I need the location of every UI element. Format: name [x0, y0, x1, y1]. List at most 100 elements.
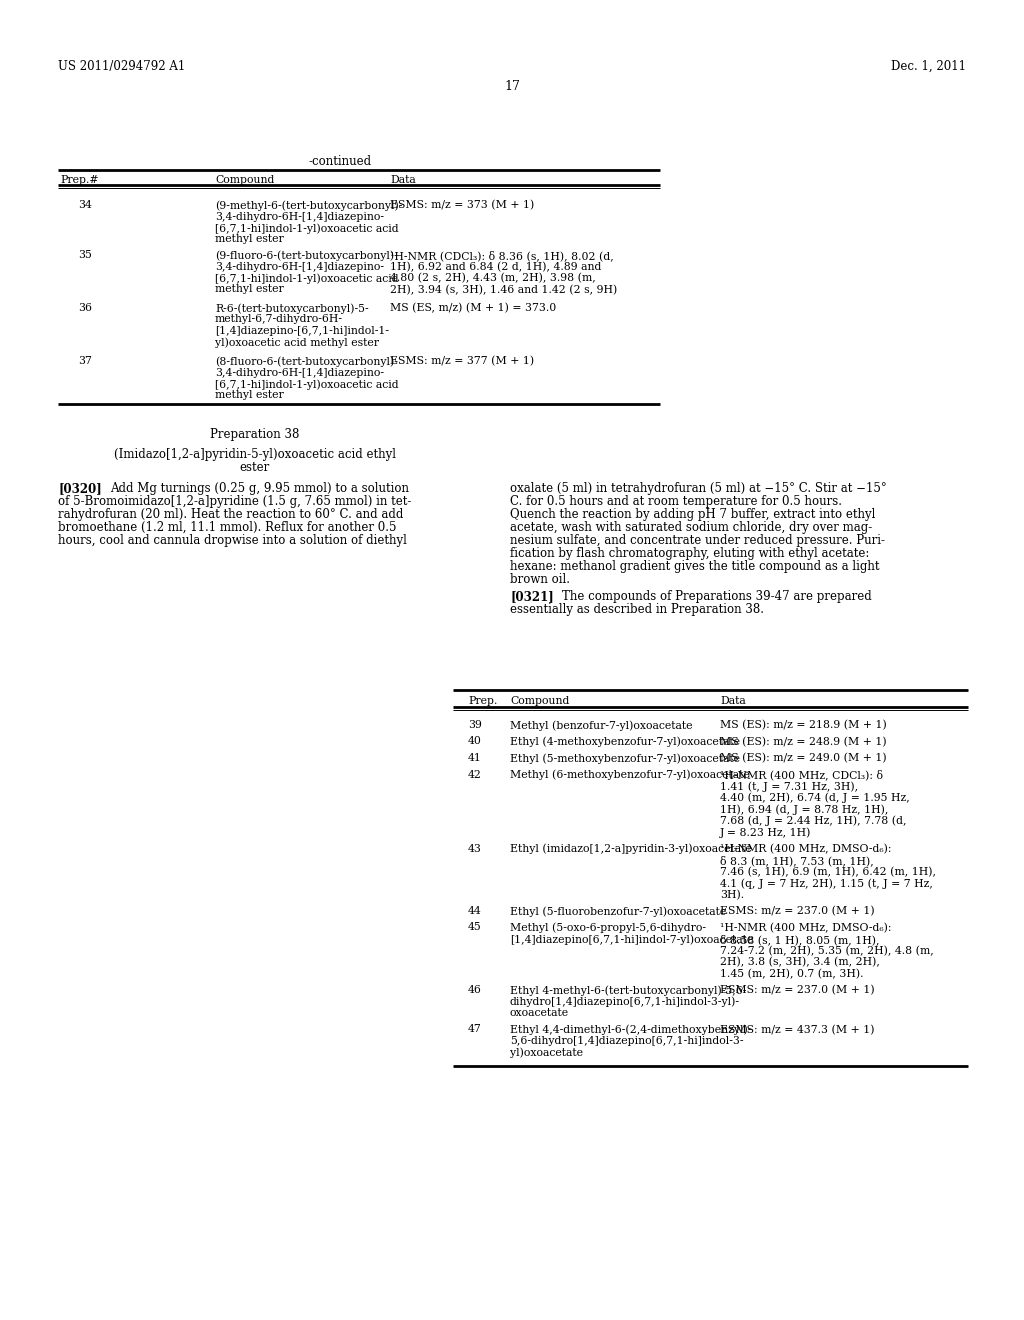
Text: methyl-6,7-dihydro-6H-: methyl-6,7-dihydro-6H- [215, 314, 343, 325]
Text: 7.68 (d, J = 2.44 Hz, 1H), 7.78 (d,: 7.68 (d, J = 2.44 Hz, 1H), 7.78 (d, [720, 816, 906, 826]
Text: (8-fluoro-6-(tert-butoxycarbonyl)-: (8-fluoro-6-(tert-butoxycarbonyl)- [215, 356, 398, 367]
Text: 35: 35 [78, 249, 92, 260]
Text: 37: 37 [78, 356, 92, 366]
Text: Ethyl (5-fluorobenzofur-7-yl)oxoacetate: Ethyl (5-fluorobenzofur-7-yl)oxoacetate [510, 906, 726, 916]
Text: 3,4-dihydro-6H-[1,4]diazepino-: 3,4-dihydro-6H-[1,4]diazepino- [215, 261, 384, 272]
Text: 1.45 (m, 2H), 0.7 (m, 3H).: 1.45 (m, 2H), 0.7 (m, 3H). [720, 969, 863, 979]
Text: ¹H-NMR (400 MHz, DMSO-d₆):: ¹H-NMR (400 MHz, DMSO-d₆): [720, 923, 892, 933]
Text: US 2011/0294792 A1: US 2011/0294792 A1 [58, 59, 185, 73]
Text: 4.80 (2 s, 2H), 4.43 (m, 2H), 3.98 (m,: 4.80 (2 s, 2H), 4.43 (m, 2H), 3.98 (m, [390, 273, 596, 284]
Text: Data: Data [390, 176, 416, 185]
Text: [1,4]diazepino-[6,7,1-hi]indol-1-: [1,4]diazepino-[6,7,1-hi]indol-1- [215, 326, 389, 337]
Text: 4.40 (m, 2H), 6.74 (d, J = 1.95 Hz,: 4.40 (m, 2H), 6.74 (d, J = 1.95 Hz, [720, 792, 909, 803]
Text: ¹H-NMR (400 MHz, CDCl₃): δ: ¹H-NMR (400 MHz, CDCl₃): δ [720, 770, 883, 780]
Text: hours, cool and cannula dropwise into a solution of diethyl: hours, cool and cannula dropwise into a … [58, 535, 407, 546]
Text: C. for 0.5 hours and at room temperature for 0.5 hours.: C. for 0.5 hours and at room temperature… [510, 495, 842, 508]
Text: 1H), 6.94 (d, J = 8.78 Hz, 1H),: 1H), 6.94 (d, J = 8.78 Hz, 1H), [720, 804, 889, 814]
Text: [0321]: [0321] [510, 590, 554, 603]
Text: of 5-Bromoimidazo[1,2-a]pyridine (1.5 g, 7.65 mmol) in tet-: of 5-Bromoimidazo[1,2-a]pyridine (1.5 g,… [58, 495, 412, 508]
Text: 3H).: 3H). [720, 890, 744, 900]
Text: δ 8.3 (m, 1H), 7.53 (m, 1H),: δ 8.3 (m, 1H), 7.53 (m, 1H), [720, 855, 873, 866]
Text: R-6-(tert-butoxycarbonyl)-5-: R-6-(tert-butoxycarbonyl)-5- [215, 304, 369, 314]
Text: Methyl (6-methoxybenzofur-7-yl)oxoacetate: Methyl (6-methoxybenzofur-7-yl)oxoacetat… [510, 770, 750, 780]
Text: [6,7,1-hi]indol-1-yl)oxoacetic acid: [6,7,1-hi]indol-1-yl)oxoacetic acid [215, 223, 398, 234]
Text: nesium sulfate, and concentrate under reduced pressure. Puri-: nesium sulfate, and concentrate under re… [510, 535, 885, 546]
Text: ¹H-NMR (400 MHz, DMSO-d₆):: ¹H-NMR (400 MHz, DMSO-d₆): [720, 843, 892, 854]
Text: methyl ester: methyl ester [215, 235, 284, 244]
Text: MS (ES): m/z = 248.9 (M + 1): MS (ES): m/z = 248.9 (M + 1) [720, 737, 887, 747]
Text: Data: Data [720, 696, 745, 706]
Text: [1,4]diazepino[6,7,1-hi]indol-7-yl)oxoacetate: [1,4]diazepino[6,7,1-hi]indol-7-yl)oxoac… [510, 935, 754, 945]
Text: (9-methyl-6-(tert-butoxycarbonyl)-: (9-methyl-6-(tert-butoxycarbonyl)- [215, 201, 402, 211]
Text: 47: 47 [468, 1024, 481, 1035]
Text: brown oil.: brown oil. [510, 573, 570, 586]
Text: acetate, wash with saturated sodium chloride, dry over mag-: acetate, wash with saturated sodium chlo… [510, 521, 872, 535]
Text: 34: 34 [78, 201, 92, 210]
Text: Prep.: Prep. [468, 696, 498, 706]
Text: δ 8.58 (s, 1 H), 8.05 (m, 1H),: δ 8.58 (s, 1 H), 8.05 (m, 1H), [720, 935, 880, 945]
Text: 1.41 (t, J = 7.31 Hz, 3H),: 1.41 (t, J = 7.31 Hz, 3H), [720, 781, 858, 792]
Text: yl)oxoacetic acid methyl ester: yl)oxoacetic acid methyl ester [215, 338, 379, 348]
Text: Methyl (benzofur-7-yl)oxoacetate: Methyl (benzofur-7-yl)oxoacetate [510, 719, 692, 730]
Text: Compound: Compound [215, 176, 274, 185]
Text: Ethyl (4-methoxybenzofur-7-yl)oxoacetate: Ethyl (4-methoxybenzofur-7-yl)oxoacetate [510, 737, 740, 747]
Text: 46: 46 [468, 985, 482, 995]
Text: ESMS: m/z = 237.0 (M + 1): ESMS: m/z = 237.0 (M + 1) [720, 906, 874, 916]
Text: 2H), 3.94 (s, 3H), 1.46 and 1.42 (2 s, 9H): 2H), 3.94 (s, 3H), 1.46 and 1.42 (2 s, 9… [390, 285, 617, 294]
Text: yl)oxoacetate: yl)oxoacetate [510, 1048, 583, 1059]
Text: Quench the reaction by adding pH 7 buffer, extract into ethyl: Quench the reaction by adding pH 7 buffe… [510, 508, 876, 521]
Text: ESMS: m/z = 237.0 (M + 1): ESMS: m/z = 237.0 (M + 1) [720, 985, 874, 995]
Text: 7.46 (s, 1H), 6.9 (m, 1H), 6.42 (m, 1H),: 7.46 (s, 1H), 6.9 (m, 1H), 6.42 (m, 1H), [720, 866, 936, 876]
Text: essentially as described in Preparation 38.: essentially as described in Preparation … [510, 603, 764, 616]
Text: 45: 45 [468, 923, 481, 932]
Text: Ethyl (5-methoxybenzofur-7-yl)oxoacetate: Ethyl (5-methoxybenzofur-7-yl)oxoacetate [510, 752, 740, 763]
Text: (9-fluoro-6-(tert-butoxycarbonyl)-: (9-fluoro-6-(tert-butoxycarbonyl)- [215, 249, 397, 260]
Text: Ethyl 4-methyl-6-(tert-butoxycarbonyl)-5,6-: Ethyl 4-methyl-6-(tert-butoxycarbonyl)-5… [510, 985, 746, 995]
Text: [6,7,1-hi]indol-1-yl)oxoacetic acid: [6,7,1-hi]indol-1-yl)oxoacetic acid [215, 379, 398, 389]
Text: (Imidazo[1,2-a]pyridin-5-yl)oxoacetic acid ethyl: (Imidazo[1,2-a]pyridin-5-yl)oxoacetic ac… [114, 447, 396, 461]
Text: [0320]: [0320] [58, 482, 101, 495]
Text: methyl ester: methyl ester [215, 391, 284, 400]
Text: 3,4-dihydro-6H-[1,4]diazepino-: 3,4-dihydro-6H-[1,4]diazepino- [215, 367, 384, 378]
Text: ester: ester [240, 461, 270, 474]
Text: bromoethane (1.2 ml, 11.1 mmol). Reflux for another 0.5: bromoethane (1.2 ml, 11.1 mmol). Reflux … [58, 521, 396, 535]
Text: ESMS: m/z = 373 (M + 1): ESMS: m/z = 373 (M + 1) [390, 201, 535, 210]
Text: 44: 44 [468, 906, 481, 916]
Text: Prep.#: Prep.# [60, 176, 98, 185]
Text: 39: 39 [468, 719, 482, 730]
Text: Methyl (5-oxo-6-propyl-5,6-dihydro-: Methyl (5-oxo-6-propyl-5,6-dihydro- [510, 923, 706, 933]
Text: 7.24-7.2 (m, 2H), 5.35 (m, 2H), 4.8 (m,: 7.24-7.2 (m, 2H), 5.35 (m, 2H), 4.8 (m, [720, 945, 934, 956]
Text: ESMS: m/z = 437.3 (M + 1): ESMS: m/z = 437.3 (M + 1) [720, 1024, 874, 1035]
Text: oxoacetate: oxoacetate [510, 1008, 569, 1018]
Text: 43: 43 [468, 843, 482, 854]
Text: Add Mg turnings (0.25 g, 9.95 mmol) to a solution: Add Mg turnings (0.25 g, 9.95 mmol) to a… [110, 482, 409, 495]
Text: The compounds of Preparations 39-47 are prepared: The compounds of Preparations 39-47 are … [562, 590, 871, 603]
Text: 40: 40 [468, 737, 482, 747]
Text: [6,7,1-hi]indol-1-yl)oxoacetic acid: [6,7,1-hi]indol-1-yl)oxoacetic acid [215, 273, 398, 284]
Text: ¹H-NMR (CDCl₃): δ 8.36 (s, 1H), 8.02 (d,: ¹H-NMR (CDCl₃): δ 8.36 (s, 1H), 8.02 (d, [390, 249, 613, 261]
Text: 5,6-dihydro[1,4]diazepino[6,7,1-hi]indol-3-: 5,6-dihydro[1,4]diazepino[6,7,1-hi]indol… [510, 1036, 743, 1045]
Text: 41: 41 [468, 752, 482, 763]
Text: 2H), 3.8 (s, 3H), 3.4 (m, 2H),: 2H), 3.8 (s, 3H), 3.4 (m, 2H), [720, 957, 880, 968]
Text: methyl ester: methyl ester [215, 285, 284, 294]
Text: -continued: -continued [308, 154, 372, 168]
Text: rahydrofuran (20 ml). Heat the reaction to 60° C. and add: rahydrofuran (20 ml). Heat the reaction … [58, 508, 403, 521]
Text: J = 8.23 Hz, 1H): J = 8.23 Hz, 1H) [720, 828, 811, 838]
Text: Compound: Compound [510, 696, 569, 706]
Text: Ethyl (imidazo[1,2-a]pyridin-3-yl)oxoacetate: Ethyl (imidazo[1,2-a]pyridin-3-yl)oxoace… [510, 843, 752, 854]
Text: fication by flash chromatography, eluting with ethyl acetate:: fication by flash chromatography, elutin… [510, 546, 869, 560]
Text: dihydro[1,4]diazepino[6,7,1-hi]indol-3-yl)-: dihydro[1,4]diazepino[6,7,1-hi]indol-3-y… [510, 997, 740, 1007]
Text: 3,4-dihydro-6H-[1,4]diazepino-: 3,4-dihydro-6H-[1,4]diazepino- [215, 211, 384, 222]
Text: 17: 17 [504, 81, 520, 92]
Text: ESMS: m/z = 377 (M + 1): ESMS: m/z = 377 (M + 1) [390, 356, 535, 367]
Text: MS (ES): m/z = 218.9 (M + 1): MS (ES): m/z = 218.9 (M + 1) [720, 719, 887, 730]
Text: 42: 42 [468, 770, 482, 780]
Text: hexane: methanol gradient gives the title compound as a light: hexane: methanol gradient gives the titl… [510, 560, 880, 573]
Text: Preparation 38: Preparation 38 [210, 428, 300, 441]
Text: Dec. 1, 2011: Dec. 1, 2011 [891, 59, 966, 73]
Text: 1H), 6.92 and 6.84 (2 d, 1H), 4.89 and: 1H), 6.92 and 6.84 (2 d, 1H), 4.89 and [390, 261, 601, 272]
Text: MS (ES, m/z) (M + 1) = 373.0: MS (ES, m/z) (M + 1) = 373.0 [390, 304, 556, 313]
Text: 4.1 (q, J = 7 Hz, 2H), 1.15 (t, J = 7 Hz,: 4.1 (q, J = 7 Hz, 2H), 1.15 (t, J = 7 Hz… [720, 878, 933, 888]
Text: Ethyl 4,4-dimethyl-6-(2,4-dimethoxybenzyl)-: Ethyl 4,4-dimethyl-6-(2,4-dimethoxybenzy… [510, 1024, 752, 1035]
Text: 36: 36 [78, 304, 92, 313]
